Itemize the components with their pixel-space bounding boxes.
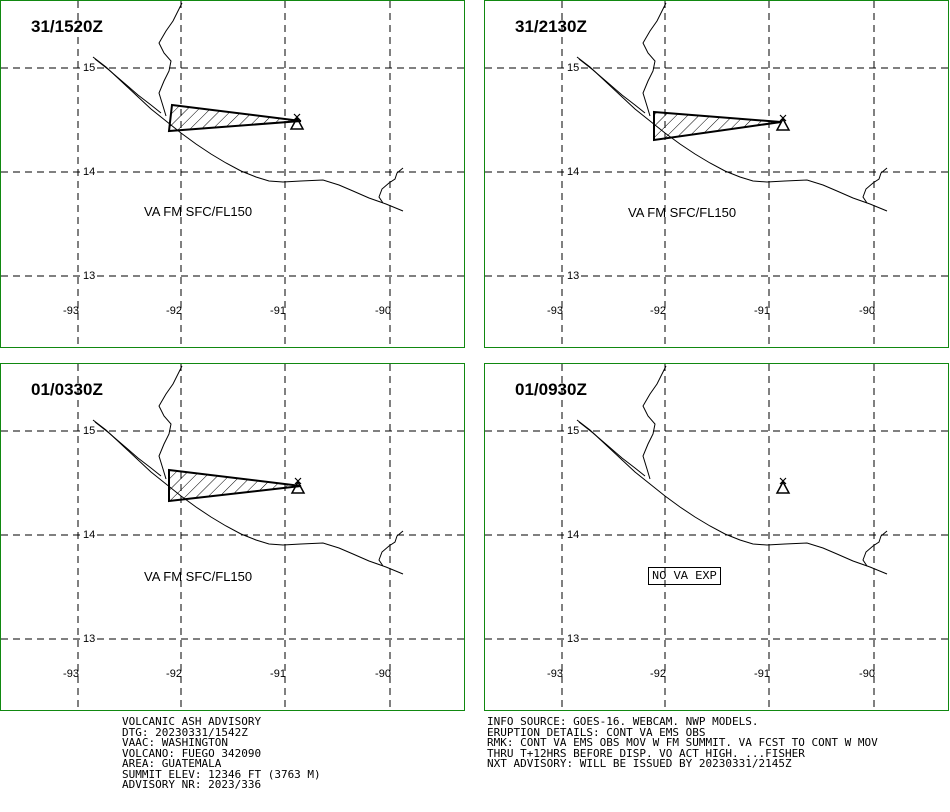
eruption-mark-icon xyxy=(779,477,787,485)
coastline xyxy=(94,421,162,477)
coastline xyxy=(94,58,162,114)
coastline xyxy=(92,419,404,575)
lat-label-bg xyxy=(565,423,581,436)
map-panel-1: 15 14 13 -93 -92 -91 -90 31/1520Z VA FM SFC/FL… xyxy=(0,0,466,349)
advisory-line: VOLCANO: FUEGO 342090 xyxy=(122,746,262,760)
country-border xyxy=(642,2,667,117)
country-border xyxy=(378,167,404,204)
map-panel-3: 15 14 13 -93 -92 -91 -90 01/0330Z VA FM SFC/FL… xyxy=(0,363,466,712)
panel-time: 31/1520Z xyxy=(31,17,103,36)
lat-label-bg xyxy=(565,268,581,281)
volcano-icon xyxy=(290,480,306,494)
coastline xyxy=(576,56,888,212)
advisory-line: INFO SOURCE: GOES-16. WEBCAM. NWP MODELS… xyxy=(487,715,759,728)
country-border xyxy=(378,530,404,567)
map-panel-4: 15 14 13 -93 -92 -91 -90 01/0930Z NO VA EXP xyxy=(484,363,950,712)
panel-time: 01/0330Z xyxy=(31,380,103,399)
lon-label: -93 xyxy=(63,305,79,317)
lat-label-bg xyxy=(81,60,97,73)
coastline xyxy=(92,56,404,212)
map-panel-2: 15 14 13 -93 -92 -91 -90 31/2130Z VA FM SFC/FL… xyxy=(484,0,950,349)
lat-label-bg xyxy=(81,527,97,540)
ash-cloud-polygon xyxy=(653,110,782,142)
advisory-line: VOLCANIC ASH ADVISORY xyxy=(122,715,262,728)
lat-label-bg xyxy=(565,527,581,540)
ash-cloud-polygon xyxy=(168,468,302,503)
country-border xyxy=(642,365,667,480)
lon-label: -93 xyxy=(547,668,563,680)
lon-label: -92 xyxy=(166,305,182,317)
lat-label-bg xyxy=(81,423,97,436)
lon-label: -91 xyxy=(270,305,286,317)
lat-label: 13 xyxy=(567,270,579,282)
lon-label: -92 xyxy=(650,305,666,317)
country-border xyxy=(158,365,183,480)
country-border xyxy=(158,2,183,117)
eruption-mark-icon xyxy=(779,114,787,122)
coastline xyxy=(578,58,646,114)
advisory-line: RMK: CONT VA EMS OBS MOV W FM SUMMIT. VA… xyxy=(487,736,878,749)
advisory-line: SUMMIT ELEV: 12346 FT (3763 M) xyxy=(122,767,321,781)
lon-label: -90 xyxy=(859,305,875,317)
lon-label: -93 xyxy=(547,305,563,317)
lat-label-bg xyxy=(565,60,581,73)
lon-label: -91 xyxy=(754,668,770,680)
coastline xyxy=(576,419,888,575)
panel-time: 01/0930Z xyxy=(515,380,587,399)
panel-time: 31/2130Z xyxy=(515,17,587,36)
map-canvas-1: 15 14 13 -93 -92 -91 -90 xyxy=(1,1,466,349)
va-height-label: VA FM SFC/FL150 xyxy=(144,569,253,584)
lat-label-bg xyxy=(81,268,97,281)
lon-label: -90 xyxy=(375,668,391,680)
advisory-line: AREA: GUATEMALA xyxy=(122,757,222,770)
eruption-mark-icon xyxy=(294,477,302,485)
coastline xyxy=(578,421,646,477)
lon-label: -91 xyxy=(754,305,770,317)
lat-label-bg xyxy=(81,631,97,644)
lat-label: 15 xyxy=(567,62,579,74)
advisory-line: NXT ADVISORY: WILL BE ISSUED BY 20230331… xyxy=(487,757,792,770)
lat-label: 15 xyxy=(83,62,95,74)
advisory-line: THRU T+12HRS BEFORE DISP. VO ACT HIGH. .… xyxy=(487,746,805,760)
lat-label: 14 xyxy=(83,166,95,178)
volcano-icon xyxy=(775,480,791,494)
lat-label-bg xyxy=(81,164,97,177)
map-canvas-3: 15 14 13 -93 -92 -91 -90 xyxy=(1,364,466,712)
lat-label-bg xyxy=(565,164,581,177)
lat-label-bg xyxy=(565,631,581,644)
lon-label: -92 xyxy=(166,668,182,680)
eruption-mark-icon xyxy=(293,113,301,121)
advisory-text-left: VOLCANIC ASH ADVISORY DTG: 20230331/1542… xyxy=(122,715,321,791)
lat-label: 14 xyxy=(567,529,579,541)
advisory-line: ADVISORY NR: 2023/336 xyxy=(122,778,262,791)
lat-label: 14 xyxy=(567,166,579,178)
no-va-expected-box: NO VA EXP xyxy=(648,567,721,585)
lat-label: 13 xyxy=(83,633,95,645)
ash-cloud-polygon xyxy=(167,103,302,133)
va-height-label: VA FM SFC/FL150 xyxy=(144,204,253,219)
lat-label: 13 xyxy=(567,633,579,645)
lon-label: -91 xyxy=(270,668,286,680)
advisory-line: DTG: 20230331/1542Z xyxy=(122,725,248,739)
lon-label: -90 xyxy=(375,305,391,317)
volcano-icon xyxy=(775,117,791,131)
country-border xyxy=(862,530,888,567)
country-border xyxy=(862,167,888,204)
lat-label: 13 xyxy=(83,270,95,282)
lon-label: -92 xyxy=(650,668,666,680)
lat-label: 14 xyxy=(83,529,95,541)
lat-label: 15 xyxy=(567,425,579,437)
advisory-line: VAAC: WASHINGTON xyxy=(122,736,228,749)
lon-label: -93 xyxy=(63,668,79,680)
advisory-line: ERUPTION DETAILS: CONT VA EMS OBS xyxy=(487,725,706,739)
advisory-text-right: INFO SOURCE: GOES-16. WEBCAM. NWP MODELS… xyxy=(487,715,878,770)
lon-label: -90 xyxy=(859,668,875,680)
map-canvas-2: 15 14 13 -93 -92 -91 -90 xyxy=(485,1,950,349)
lat-label: 15 xyxy=(83,425,95,437)
volcano-icon xyxy=(289,116,305,130)
map-canvas-4: 15 14 13 -93 -92 -91 -90 xyxy=(485,364,950,712)
va-height-label: VA FM SFC/FL150 xyxy=(628,205,737,220)
